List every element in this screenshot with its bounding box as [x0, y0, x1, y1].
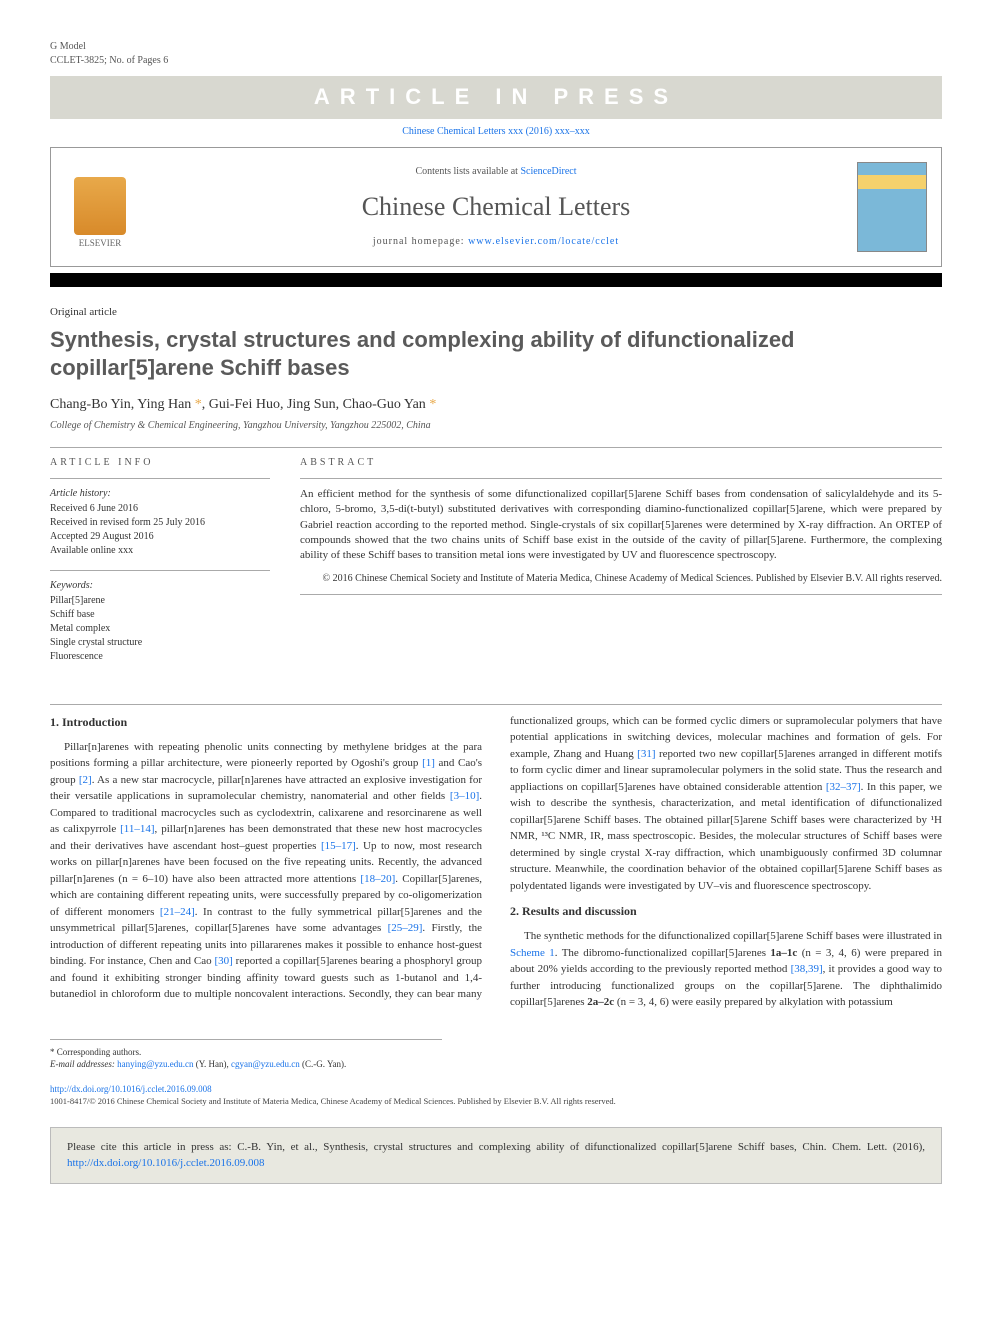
contents-line: Contents lists available at ScienceDirec… — [149, 165, 843, 179]
citation-link[interactable]: [1] — [422, 757, 435, 769]
citation-link[interactable]: [11–14] — [120, 823, 154, 835]
citation-link[interactable]: [2] — [79, 774, 92, 786]
keyword: Metal complex — [50, 622, 270, 636]
history-item: Accepted 29 August 2016 — [50, 530, 270, 544]
journal-center: Contents lists available at ScienceDirec… — [149, 165, 843, 249]
citation-link[interactable]: [25–29] — [388, 922, 423, 934]
corr-star-icon: * — [429, 397, 436, 412]
abstract-text: An efficient method for the synthesis of… — [300, 487, 942, 564]
abstract: ABSTRACT An efficient method for the syn… — [300, 456, 942, 676]
keywords-label: Keywords: — [50, 579, 270, 593]
citation-link[interactable]: [18–20] — [360, 873, 395, 885]
journal-name: Chinese Chemical Letters — [149, 189, 843, 225]
g-model: G Model — [50, 40, 168, 54]
history-label: Article history: — [50, 487, 270, 501]
section-head-results: 2. Results and discussion — [510, 902, 942, 920]
citation-link[interactable]: [32–37] — [826, 781, 861, 793]
abstract-head: ABSTRACT — [300, 456, 942, 470]
divider-bar — [50, 273, 942, 287]
email-link[interactable]: hanying@yzu.edu.cn — [117, 1059, 193, 1069]
citation-link[interactable]: [38,39] — [791, 963, 823, 975]
article-in-press-banner: ARTICLE IN PRESS — [50, 76, 942, 119]
keyword: Schiff base — [50, 608, 270, 622]
divider — [50, 447, 942, 448]
article-ref: CCLET-3825; No. of Pages 6 — [50, 54, 168, 68]
issn-copyright: 1001-8417/© 2016 Chinese Chemical Societ… — [50, 1096, 942, 1108]
info-abstract-row: ARTICLE INFO Article history: Received 6… — [50, 456, 942, 676]
keyword: Pillar[5]arene — [50, 594, 270, 608]
section-head-intro: 1. Introduction — [50, 713, 482, 731]
corr-star-icon: * — [195, 397, 202, 412]
citation-box: Please cite this article in press as: C.… — [50, 1127, 942, 1184]
doi-link[interactable]: http://dx.doi.org/10.1016/j.cclet.2016.0… — [50, 1084, 212, 1094]
affiliation: College of Chemistry & Chemical Engineer… — [50, 419, 942, 433]
homepage-line: journal homepage: www.elsevier.com/locat… — [149, 235, 843, 249]
cite-doi-link[interactable]: http://dx.doi.org/10.1016/j.cclet.2016.0… — [67, 1157, 264, 1169]
corresponding-note: * Corresponding authors. — [50, 1046, 442, 1059]
elsevier-logo: ELSEVIER — [65, 164, 135, 249]
elsevier-label: ELSEVIER — [79, 237, 122, 250]
citation-link[interactable]: [30] — [214, 955, 232, 967]
scheme-link[interactable]: Scheme 1 — [510, 947, 555, 959]
citation-link[interactable]: [15–17] — [321, 840, 356, 852]
press-text: ARTICLE IN PRESS — [314, 84, 678, 109]
divider — [50, 704, 942, 705]
homepage-link[interactable]: www.elsevier.com/locate/cclet — [468, 236, 619, 247]
abstract-copyright: © 2016 Chinese Chemical Society and Inst… — [300, 572, 942, 586]
journal-header-box: ELSEVIER Contents lists available at Sci… — [50, 147, 942, 267]
history-item: Received 6 June 2016 — [50, 502, 270, 516]
article-info: ARTICLE INFO Article history: Received 6… — [50, 456, 270, 676]
journal-citation-line: Chinese Chemical Letters xxx (2016) xxx–… — [50, 125, 942, 139]
keywords-block: Keywords: Pillar[5]arene Schiff base Met… — [50, 579, 270, 664]
body-text: 1. Introduction Pillar[n]arenes with rep… — [50, 713, 942, 1011]
sciencedirect-link[interactable]: ScienceDirect — [520, 166, 576, 177]
citation-link[interactable]: [31] — [637, 748, 655, 760]
cite-text: Please cite this article in press as: C.… — [67, 1141, 925, 1153]
article-type: Original article — [50, 305, 942, 320]
history-item: Received in revised form 25 July 2016 — [50, 516, 270, 530]
email-line: E-mail addresses: hanying@yzu.edu.cn (Y.… — [50, 1058, 442, 1071]
email-link[interactable]: cgyan@yzu.edu.cn — [231, 1059, 300, 1069]
keyword: Fluorescence — [50, 650, 270, 664]
article-title: Synthesis, crystal structures and comple… — [50, 326, 942, 381]
keyword: Single crystal structure — [50, 636, 270, 650]
doi-block: http://dx.doi.org/10.1016/j.cclet.2016.0… — [50, 1083, 942, 1107]
body-paragraph: The synthetic methods for the difunction… — [510, 928, 942, 1011]
citation-link[interactable]: [3–10] — [450, 790, 479, 802]
elsevier-tree-icon — [74, 177, 126, 235]
journal-cover-thumbnail — [857, 162, 927, 252]
footnote: * Corresponding authors. E-mail addresse… — [50, 1039, 442, 1071]
running-header: G Model CCLET-3825; No. of Pages 6 — [50, 40, 942, 68]
citation-link[interactable]: [21–24] — [160, 906, 195, 918]
authors: Chang-Bo Yin, Ying Han *, Gui-Fei Huo, J… — [50, 395, 942, 415]
history-block: Article history: Received 6 June 2016 Re… — [50, 487, 270, 558]
history-item: Available online xxx — [50, 544, 270, 558]
info-head: ARTICLE INFO — [50, 456, 270, 470]
